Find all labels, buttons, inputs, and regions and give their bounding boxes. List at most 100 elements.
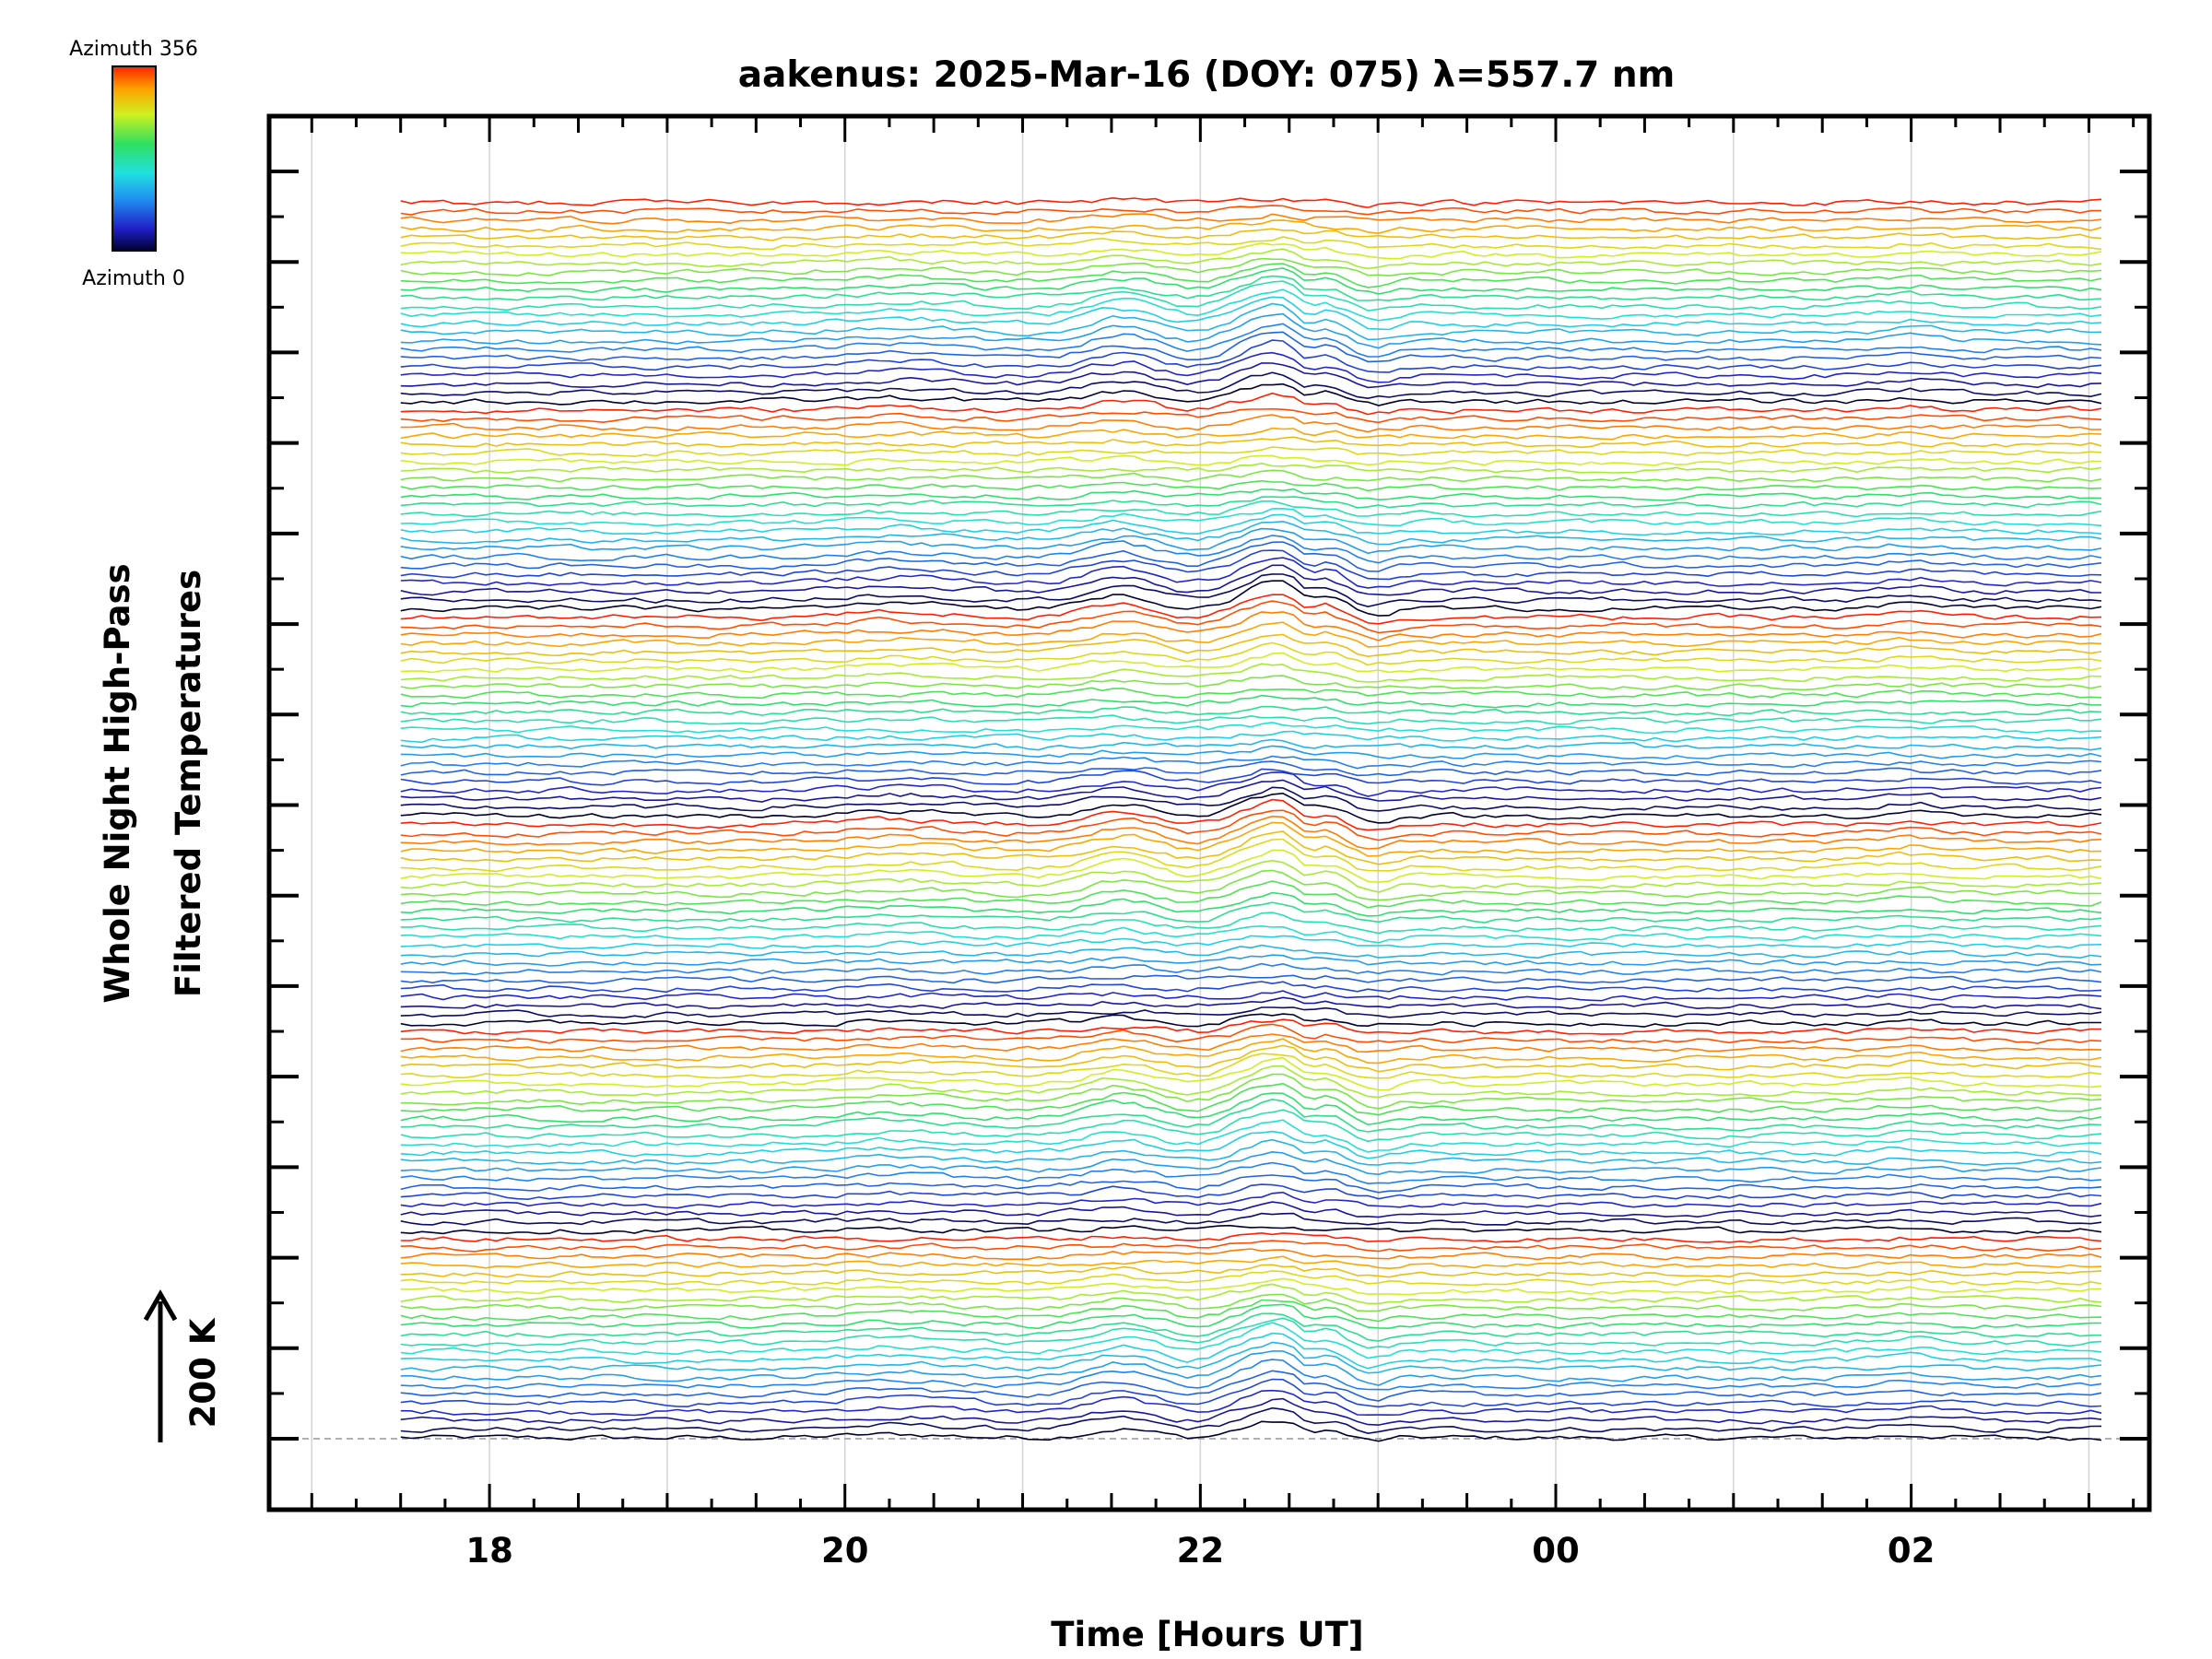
series-line [400, 541, 2102, 572]
series-line [400, 859, 2102, 893]
series-line [400, 687, 2102, 700]
series-line [400, 248, 2102, 270]
series-line [400, 652, 2102, 674]
series-line [400, 1350, 2102, 1386]
series-line [400, 302, 2102, 341]
series-line [400, 1293, 2102, 1312]
series-line [400, 675, 2102, 691]
series-line [400, 535, 2102, 564]
series-line [400, 1056, 2102, 1091]
x-tick-label: 02 [1888, 1531, 1936, 1571]
series-line [400, 721, 2101, 735]
y-axis-title-line1: Whole Night High-Pass [98, 563, 137, 1003]
chart-title: aakenus: 2025-Mar-16 (DOY: 075) λ=557.7 … [738, 54, 1676, 96]
series-line [400, 1389, 2102, 1417]
series-line [400, 830, 2102, 865]
series-line [400, 1264, 2102, 1278]
series-line [400, 371, 2102, 400]
series-line [400, 263, 2102, 288]
colorbar-top-label: Azimuth 356 [69, 38, 198, 61]
series-line [400, 779, 2102, 803]
colorbar-bottom-label: Azimuth 0 [82, 267, 185, 290]
series-line [400, 1231, 2102, 1243]
series-line [400, 496, 2102, 510]
series-line [400, 488, 2102, 501]
series-line [400, 1322, 2102, 1359]
series-line [400, 427, 2102, 441]
series-line [400, 479, 2102, 492]
series-line [400, 694, 2102, 709]
series-line [400, 849, 2102, 884]
series-line [400, 257, 2102, 277]
y-axis-title-line2: Filtered Temperatures [169, 570, 208, 997]
series-line [400, 280, 2102, 312]
series-line [400, 1378, 2102, 1408]
series-line [400, 600, 2102, 634]
series-line [400, 901, 2102, 924]
series-line [400, 1082, 2102, 1116]
series-line [400, 1201, 2102, 1218]
series-line [400, 935, 2102, 950]
series-line [400, 809, 2102, 841]
series-line [400, 621, 2102, 648]
series-line [400, 1270, 2102, 1287]
series-line [400, 1283, 2102, 1305]
series-line [400, 705, 2102, 717]
series-line [400, 205, 2101, 216]
series-line [400, 1038, 2102, 1065]
series-line [400, 1332, 2102, 1370]
series-line [400, 891, 2102, 917]
series-line [400, 1098, 2102, 1133]
series-line [400, 1312, 2102, 1342]
series-line [400, 1341, 2102, 1374]
scale-bar-label: 200 K [183, 1317, 223, 1428]
series-line [400, 323, 2102, 358]
series-line [400, 213, 2102, 225]
series-line [400, 339, 2102, 373]
series-line [400, 1161, 2102, 1185]
series-line [400, 1406, 2102, 1435]
series-line [400, 981, 2102, 994]
series-line [400, 1092, 2102, 1126]
series-line [400, 296, 2102, 331]
series-line [400, 1183, 2102, 1201]
series-line [400, 1065, 2102, 1099]
series-line [400, 407, 2102, 424]
series-line [400, 1212, 2102, 1226]
series-line [400, 436, 2102, 449]
series-line [400, 527, 2102, 555]
series-line [400, 815, 2102, 850]
series-line [400, 507, 2102, 527]
series-line [400, 236, 2102, 251]
series-line [400, 557, 2102, 589]
series-line [400, 580, 2102, 617]
series-line [400, 351, 2102, 383]
series-line [400, 1130, 2102, 1159]
series-line [400, 1277, 2102, 1296]
series-line [400, 1150, 2102, 1176]
series-line [400, 500, 2102, 518]
series-line [400, 1303, 2102, 1330]
series-line [400, 869, 2102, 901]
x-tick-label: 20 [821, 1531, 869, 1571]
series-line [400, 944, 2102, 959]
series-line [400, 974, 2102, 985]
series-line [400, 990, 2102, 1002]
series-line [400, 771, 2102, 797]
series-line [400, 1073, 2102, 1110]
series-line [400, 954, 2102, 967]
series-line [400, 219, 2102, 235]
series-line [400, 1138, 2102, 1167]
series-group [400, 196, 2102, 1442]
series-line [400, 1317, 2102, 1349]
x-axis-title: Time [Hours UT] [1051, 1615, 1363, 1654]
series-line [400, 821, 2102, 857]
series-line [400, 594, 2102, 625]
x-tick-label: 18 [465, 1531, 513, 1571]
series-line [400, 446, 2102, 458]
series-line [400, 275, 2102, 301]
series-line [400, 1224, 2102, 1235]
series-line [400, 1053, 2102, 1079]
series-line [400, 1018, 2101, 1036]
series-line [400, 714, 2102, 725]
